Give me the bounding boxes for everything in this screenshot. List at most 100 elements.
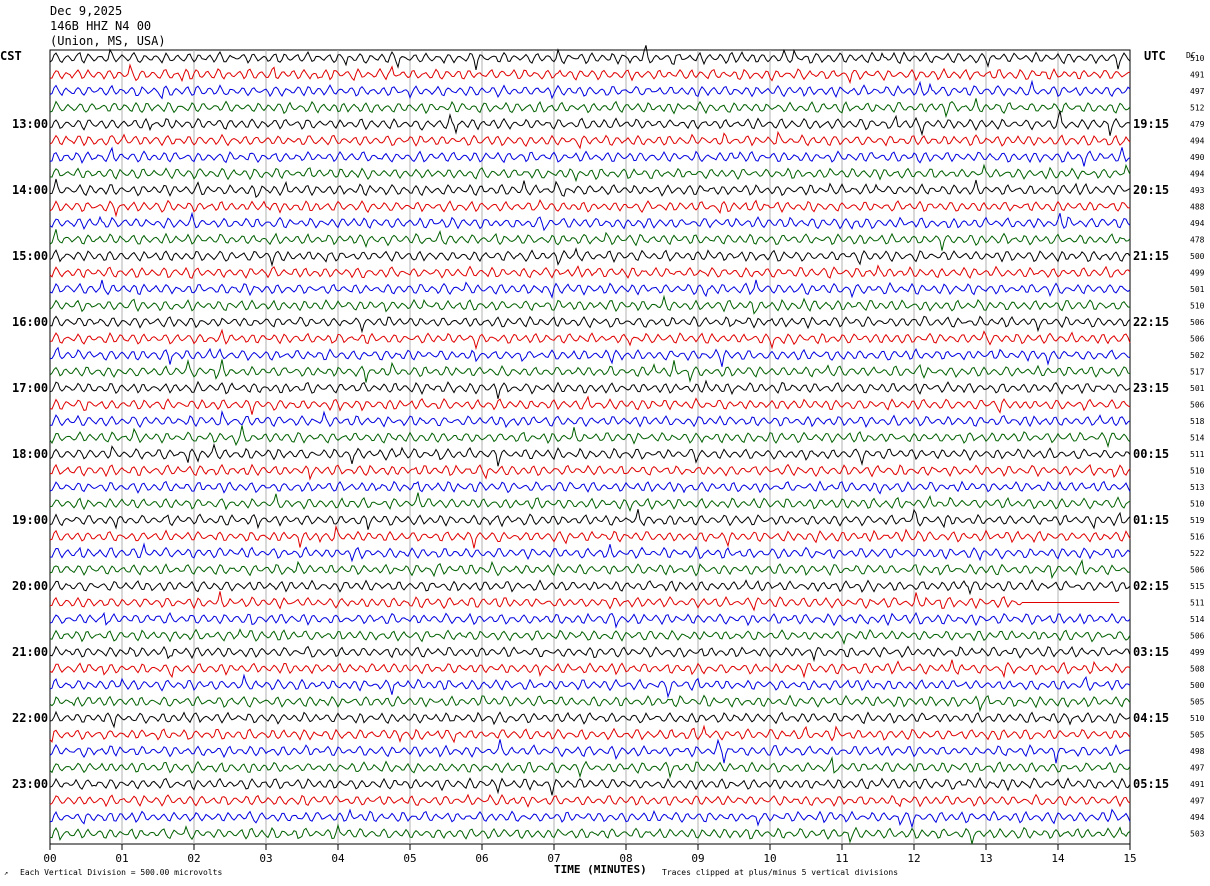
dc-offset-label: 494 bbox=[1190, 813, 1205, 822]
header-location: (Union, MS, USA) bbox=[50, 34, 166, 48]
dc-offset-label: 498 bbox=[1190, 747, 1205, 756]
trace-row bbox=[49, 63, 1131, 85]
dc-offset-label: 506 bbox=[1190, 335, 1205, 344]
dc-offset-label: 491 bbox=[1190, 780, 1205, 789]
x-tick-label: 03 bbox=[259, 852, 272, 865]
dc-offset-label: 522 bbox=[1190, 549, 1205, 558]
left-hour-label: 18:00 bbox=[12, 447, 48, 461]
header-date: Dec 9,2025 bbox=[50, 4, 123, 18]
trace-row bbox=[50, 409, 1131, 429]
dc-offset-label: 510 bbox=[1190, 467, 1205, 476]
scale-note: Each Vertical Division = 500.00 microvol… bbox=[20, 868, 222, 877]
trace-row bbox=[49, 756, 1131, 779]
left-hour-label: 16:00 bbox=[12, 315, 48, 329]
trace-row bbox=[49, 45, 1131, 70]
dc-offset-label: 506 bbox=[1190, 401, 1205, 410]
trace-row bbox=[50, 315, 1131, 334]
trace-row bbox=[49, 579, 1131, 596]
left-hour-label: 22:00 bbox=[12, 711, 48, 725]
trace-row bbox=[49, 793, 1131, 808]
dc-offset-label: 512 bbox=[1190, 104, 1205, 113]
right-hour-label: 19:15 bbox=[1133, 117, 1169, 131]
left-hour-label: 14:00 bbox=[12, 183, 48, 197]
right-hour-label: 03:15 bbox=[1133, 645, 1169, 659]
trace-row bbox=[49, 659, 1131, 679]
trace-row bbox=[49, 229, 1131, 251]
left-hour-label: 17:00 bbox=[12, 381, 48, 395]
trace-row bbox=[49, 524, 1131, 549]
dc-offset-label: 488 bbox=[1190, 203, 1205, 212]
x-tick-label: 11 bbox=[835, 852, 848, 865]
dc-offset-label: 503 bbox=[1190, 830, 1205, 839]
dc-offset-label: 508 bbox=[1190, 665, 1205, 674]
clip-note: Traces clipped at plus/minus 5 vertical … bbox=[662, 868, 898, 877]
trace-row bbox=[49, 611, 1131, 629]
right-hour-label: 02:15 bbox=[1133, 579, 1169, 593]
trace-row bbox=[49, 480, 1131, 495]
dc-offset-label: 494 bbox=[1190, 219, 1205, 228]
trace-row bbox=[49, 146, 1131, 167]
trace-row bbox=[49, 710, 1131, 729]
trace-row bbox=[49, 777, 1131, 796]
trace-row bbox=[49, 673, 1131, 699]
trace-row bbox=[49, 645, 1131, 663]
dc-offset-label: 497 bbox=[1190, 87, 1205, 96]
seismic-traces bbox=[49, 45, 1131, 845]
dc-offset-labels: 510 491 497 512 479 494 490 494 493 488 494 478 500 4… bbox=[1190, 54, 1205, 839]
x-tick-label: 07 bbox=[547, 852, 560, 865]
plot-frame bbox=[49, 49, 1131, 845]
left-hour-label: 15:00 bbox=[12, 249, 48, 263]
dc-offset-label: 505 bbox=[1190, 731, 1205, 740]
dc-offset-label: 515 bbox=[1190, 582, 1205, 591]
trace-row bbox=[49, 425, 1131, 449]
trace-row bbox=[49, 130, 1131, 150]
trace-row bbox=[49, 279, 1131, 299]
right-hour-label: 00:15 bbox=[1133, 447, 1169, 461]
right-hour-label: 01:15 bbox=[1133, 513, 1169, 527]
trace-row bbox=[49, 98, 1131, 119]
trace-row bbox=[49, 559, 1131, 580]
dc-offset-label: 514 bbox=[1190, 615, 1205, 624]
left-hour-label: 20:00 bbox=[12, 579, 48, 593]
x-tick-label: 15 bbox=[1123, 852, 1136, 865]
x-tick-label: 14 bbox=[1051, 852, 1065, 865]
right-hour-label: 20:15 bbox=[1133, 183, 1169, 197]
dc-offset-label: 510 bbox=[1190, 714, 1205, 723]
trace-row bbox=[49, 591, 1023, 612]
right-hour-label: 05:15 bbox=[1133, 777, 1169, 791]
trace-row bbox=[49, 178, 1131, 198]
dc-offset-label: 494 bbox=[1190, 170, 1205, 179]
trace-row bbox=[49, 443, 1131, 467]
x-tick-label: 00 bbox=[43, 852, 56, 865]
dc-header-label: DC bbox=[1186, 51, 1196, 60]
dc-offset-label: 500 bbox=[1190, 681, 1205, 690]
trace-row bbox=[50, 463, 1131, 481]
dc-offset-label: 505 bbox=[1190, 698, 1205, 707]
dc-offset-label: 510 bbox=[1190, 302, 1205, 311]
dc-offset-label: 510 bbox=[1190, 54, 1205, 63]
trace-row bbox=[49, 492, 1131, 512]
vertical-gridlines bbox=[121, 50, 1059, 844]
trace-row bbox=[49, 694, 1131, 713]
right-hour-label: 22:15 bbox=[1133, 315, 1169, 329]
trace-row bbox=[49, 163, 1131, 183]
right-hour-label: 21:15 bbox=[1133, 249, 1169, 263]
trace-row bbox=[49, 247, 1131, 268]
trace-row bbox=[50, 328, 1131, 351]
right-hour-label: 23:15 bbox=[1133, 381, 1169, 395]
dc-offset-label: 479 bbox=[1190, 120, 1205, 129]
dc-offset-label: 499 bbox=[1190, 269, 1205, 278]
dc-offset-label: 501 bbox=[1190, 285, 1205, 294]
left-time-labels: 13:00 14:00 15:00 16:00 17:00 18:00 19:00 20:00… bbox=[12, 117, 48, 791]
dc-offset-label: 516 bbox=[1190, 533, 1205, 542]
dc-offset-label: 497 bbox=[1190, 797, 1205, 806]
x-tick-label: 08 bbox=[619, 852, 632, 865]
trace-row bbox=[49, 724, 1131, 744]
x-axis-ticks: 00 01 02 03 04 05 06 07 08 09 10 11 12 13 14 15 bbox=[43, 844, 1137, 865]
trace-row bbox=[49, 823, 1131, 845]
dc-offset-label: 494 bbox=[1190, 137, 1205, 146]
dc-offset-label: 506 bbox=[1190, 632, 1205, 641]
dc-offset-label: 478 bbox=[1190, 236, 1205, 245]
trace-row bbox=[49, 110, 1131, 137]
